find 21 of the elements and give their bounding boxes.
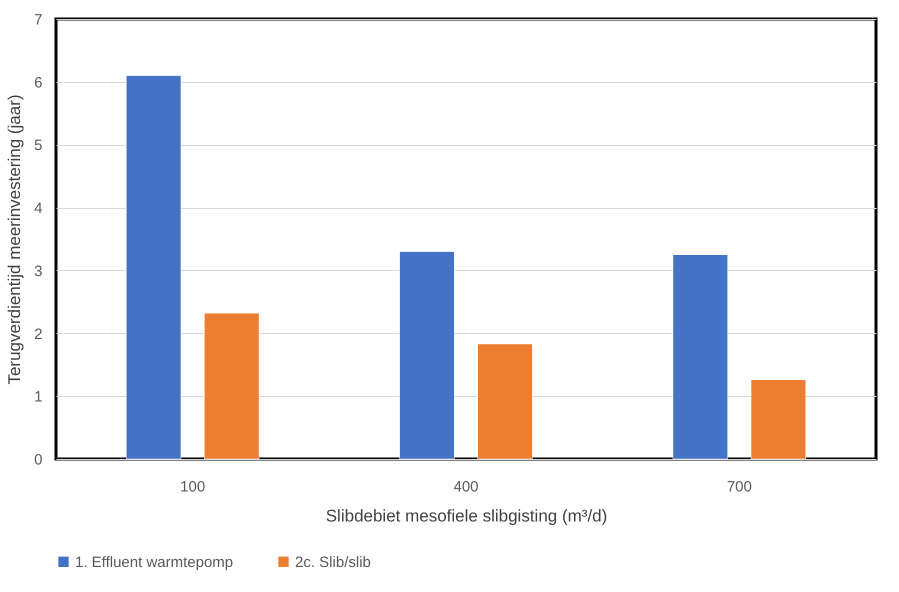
bar <box>204 312 260 460</box>
y-tick-label: 3 <box>34 262 42 280</box>
x-tick-label: 400 <box>453 478 479 496</box>
bar <box>477 344 533 460</box>
y-tick-label: 7 <box>34 12 42 28</box>
bar <box>672 254 728 460</box>
y-tick-label: 6 <box>34 74 42 92</box>
legend-label: 2c. Slib/slib <box>295 554 371 571</box>
x-tick-label: 700 <box>726 478 752 496</box>
y-tick-label: 5 <box>34 137 42 154</box>
x-tick-label: 100 <box>180 478 206 496</box>
bar <box>750 380 806 460</box>
y-tick-label: 2 <box>34 326 42 343</box>
x-axis-title: Slibdebiet mesofiele slibgisting (m³/d) <box>326 506 608 526</box>
legend-label: 1. Effluent warmtepomp <box>75 554 234 571</box>
y-tick-label: 1 <box>34 388 42 406</box>
bar <box>399 251 455 460</box>
y-tick-label: 0 <box>34 452 42 468</box>
bar <box>126 75 182 460</box>
y-axis-title: Terugverdientijd meerinvestering (jaar) <box>5 94 24 385</box>
y-tick-label: 4 <box>34 200 42 218</box>
